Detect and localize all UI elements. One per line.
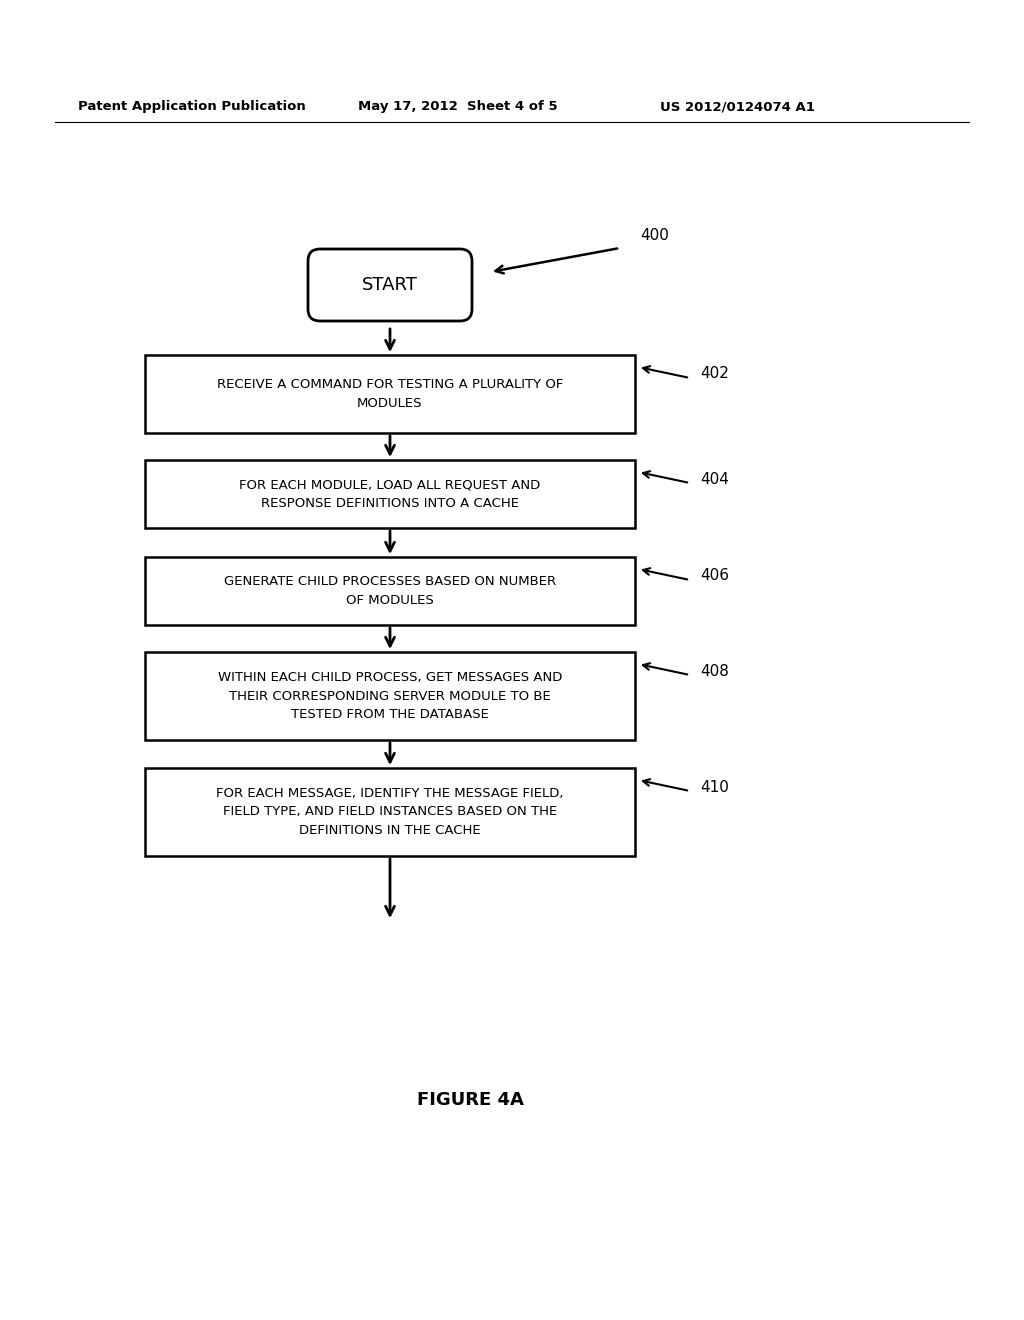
Text: 402: 402 [700,367,729,381]
Text: TESTED FROM THE DATABASE: TESTED FROM THE DATABASE [291,709,488,722]
Text: MODULES: MODULES [357,397,423,411]
Text: FIELD TYPE, AND FIELD INSTANCES BASED ON THE: FIELD TYPE, AND FIELD INSTANCES BASED ON… [223,805,557,818]
Text: DEFINITIONS IN THE CACHE: DEFINITIONS IN THE CACHE [299,825,481,837]
Text: 410: 410 [700,780,729,795]
Text: RESPONSE DEFINITIONS INTO A CACHE: RESPONSE DEFINITIONS INTO A CACHE [261,498,519,510]
Bar [145,557,635,624]
Text: FOR EACH MESSAGE, IDENTIFY THE MESSAGE FIELD,: FOR EACH MESSAGE, IDENTIFY THE MESSAGE F… [216,787,564,800]
Text: 404: 404 [700,471,729,487]
Bar [145,459,635,528]
Bar [145,652,635,741]
Text: 406: 406 [700,569,729,583]
Text: GENERATE CHILD PROCESSES BASED ON NUMBER: GENERATE CHILD PROCESSES BASED ON NUMBER [224,576,556,587]
Text: May 17, 2012  Sheet 4 of 5: May 17, 2012 Sheet 4 of 5 [358,100,558,114]
Text: OF MODULES: OF MODULES [346,594,434,607]
Text: THEIR CORRESPONDING SERVER MODULE TO BE: THEIR CORRESPONDING SERVER MODULE TO BE [229,689,551,702]
Text: 408: 408 [700,664,729,678]
Text: RECEIVE A COMMAND FOR TESTING A PLURALITY OF: RECEIVE A COMMAND FOR TESTING A PLURALIT… [217,378,563,391]
Text: US 2012/0124074 A1: US 2012/0124074 A1 [660,100,815,114]
Text: Patent Application Publication: Patent Application Publication [78,100,306,114]
Bar [145,355,635,433]
FancyBboxPatch shape [308,249,472,321]
Text: 400: 400 [640,227,669,243]
Text: FOR EACH MODULE, LOAD ALL REQUEST AND: FOR EACH MODULE, LOAD ALL REQUEST AND [240,478,541,491]
Text: START: START [362,276,418,294]
Text: WITHIN EACH CHILD PROCESS, GET MESSAGES AND: WITHIN EACH CHILD PROCESS, GET MESSAGES … [218,671,562,684]
Bar [145,768,635,855]
Text: FIGURE 4A: FIGURE 4A [417,1092,523,1109]
